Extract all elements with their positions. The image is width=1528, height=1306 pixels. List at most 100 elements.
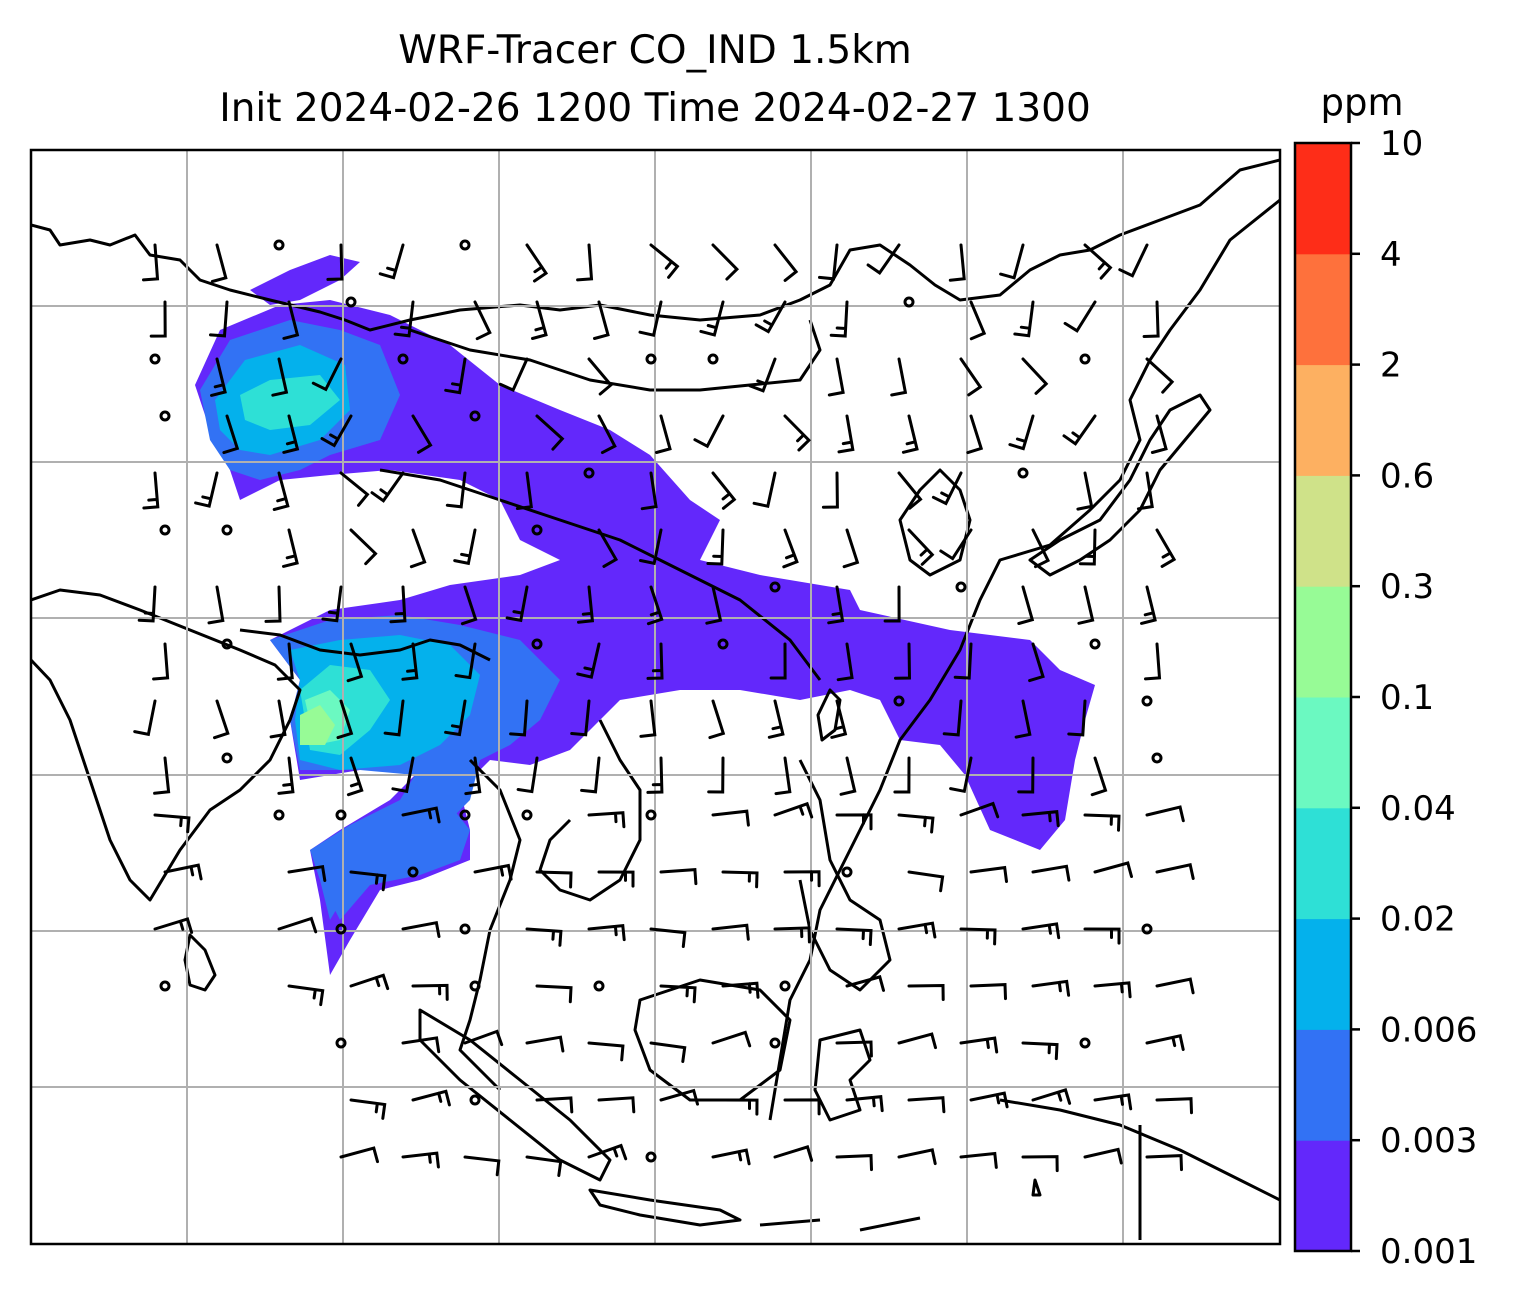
wind-barb: [269, 699, 287, 739]
coastline-java: [588, 1188, 742, 1227]
wind-calm-marker: [159, 980, 171, 992]
wind-calm-marker: [531, 638, 543, 650]
wind-barb: [1076, 471, 1094, 511]
wind-calm-marker: [583, 467, 595, 479]
wind-calm-marker: [221, 524, 233, 536]
wind-calm-marker: [1141, 923, 1153, 935]
wind-barb: [401, 642, 419, 681]
wind-barb: [835, 1040, 873, 1058]
wind-calm-marker: [1079, 353, 1091, 365]
wind-barb: [1017, 756, 1035, 794]
wind-barb: [907, 528, 935, 566]
wind-barb: [1031, 1088, 1072, 1105]
wind-calm-marker: [1089, 638, 1101, 650]
wind-barb: [535, 1096, 574, 1114]
wind-calm-marker: [841, 866, 853, 878]
wind-barb: [1093, 861, 1133, 878]
wind-barb: [1063, 300, 1097, 333]
wind-barb: [153, 917, 194, 934]
coastline-japan: [1028, 393, 1212, 577]
wind-barb: [153, 756, 171, 795]
wind-barb: [638, 300, 663, 337]
colorbar-tick-label: 0.3: [1380, 567, 1434, 607]
wind-barb: [707, 756, 725, 794]
colorbar-tick-label: 0.001: [1380, 1232, 1477, 1272]
wind-barb: [1145, 1154, 1183, 1172]
wind-barb: [711, 1148, 751, 1166]
wind-barb: [959, 927, 997, 946]
wind-barb: [705, 585, 723, 625]
coastline-philippines: [798, 759, 892, 992]
wind-barb: [969, 983, 1007, 1001]
wind-barb: [207, 585, 225, 625]
wind-calm-marker: [459, 239, 471, 251]
wind-calm-marker: [717, 638, 729, 650]
wind-barb: [1150, 414, 1168, 454]
wind-barb: [287, 864, 327, 882]
wind-barb: [464, 756, 482, 796]
wind-calm-marker: [335, 809, 347, 821]
wind-barb: [821, 471, 839, 509]
wind-barb: [463, 1155, 501, 1177]
wind-barb: [509, 699, 529, 737]
wind-barb: [525, 927, 563, 947]
wind-barb: [411, 983, 449, 1001]
wind-calm-marker: [273, 239, 285, 251]
wind-barb: [587, 1041, 625, 1062]
wind-barb: [711, 243, 740, 281]
wind-barb: [1008, 414, 1035, 451]
wind-barb: [1077, 585, 1095, 625]
wind-barb: [845, 1095, 884, 1113]
wind-barb: [346, 642, 364, 683]
wind-barb: [835, 813, 873, 831]
border-himalaya: [239, 628, 491, 662]
wind-barb: [597, 414, 617, 455]
wind-barb: [391, 756, 415, 794]
wind-barb: [473, 863, 513, 881]
wind-barb: [1144, 642, 1162, 681]
wind-barb: [830, 699, 848, 739]
wind-barb: [1136, 471, 1154, 511]
wind-barb: [1142, 300, 1160, 338]
wind-calm-marker: [345, 296, 357, 308]
wind-barb: [383, 699, 405, 737]
wind-barb: [411, 1089, 451, 1107]
colorbar-tick-label: 2: [1380, 346, 1402, 386]
wind-barb: [445, 471, 467, 509]
wind-barb: [339, 471, 370, 507]
wind-barb: [897, 1032, 937, 1050]
wind-barb: [1013, 300, 1035, 338]
wind-barb: [411, 414, 433, 454]
wind-barb: [711, 471, 737, 510]
wind-barb: [460, 585, 478, 626]
coastline-east-asia: [768, 198, 1280, 1121]
wind-barb: [287, 984, 325, 1007]
map-frame: [29, 148, 1282, 1246]
wind-barb: [1017, 585, 1035, 625]
wind-barb: [149, 300, 167, 338]
wind-barb: [646, 642, 664, 680]
wind-barb: [774, 756, 792, 796]
wind-barb: [264, 585, 282, 623]
wind-barb: [346, 756, 364, 797]
wind-barb: [282, 300, 300, 340]
wind-barb: [959, 1151, 998, 1169]
wind-barb: [454, 642, 477, 680]
wind-barb: [959, 1036, 999, 1054]
coastline-taiwan: [816, 688, 842, 742]
colorbar-cell: [1295, 697, 1351, 809]
wind-barb: [942, 699, 963, 737]
wind-barb: [931, 471, 963, 506]
wind-barb: [1062, 414, 1097, 446]
wind-barb: [326, 243, 344, 281]
wind-barb: [953, 642, 973, 680]
wind-barb: [639, 528, 663, 566]
wind-barb: [708, 699, 726, 740]
wind-barb: [1140, 585, 1157, 625]
wind-barb: [587, 1143, 628, 1161]
wind-barb: [153, 813, 191, 834]
wind-barb: [525, 1155, 563, 1177]
colorbar-cell: [1295, 1140, 1351, 1252]
wind-barb: [1067, 699, 1087, 737]
wind-barb: [659, 1088, 699, 1106]
